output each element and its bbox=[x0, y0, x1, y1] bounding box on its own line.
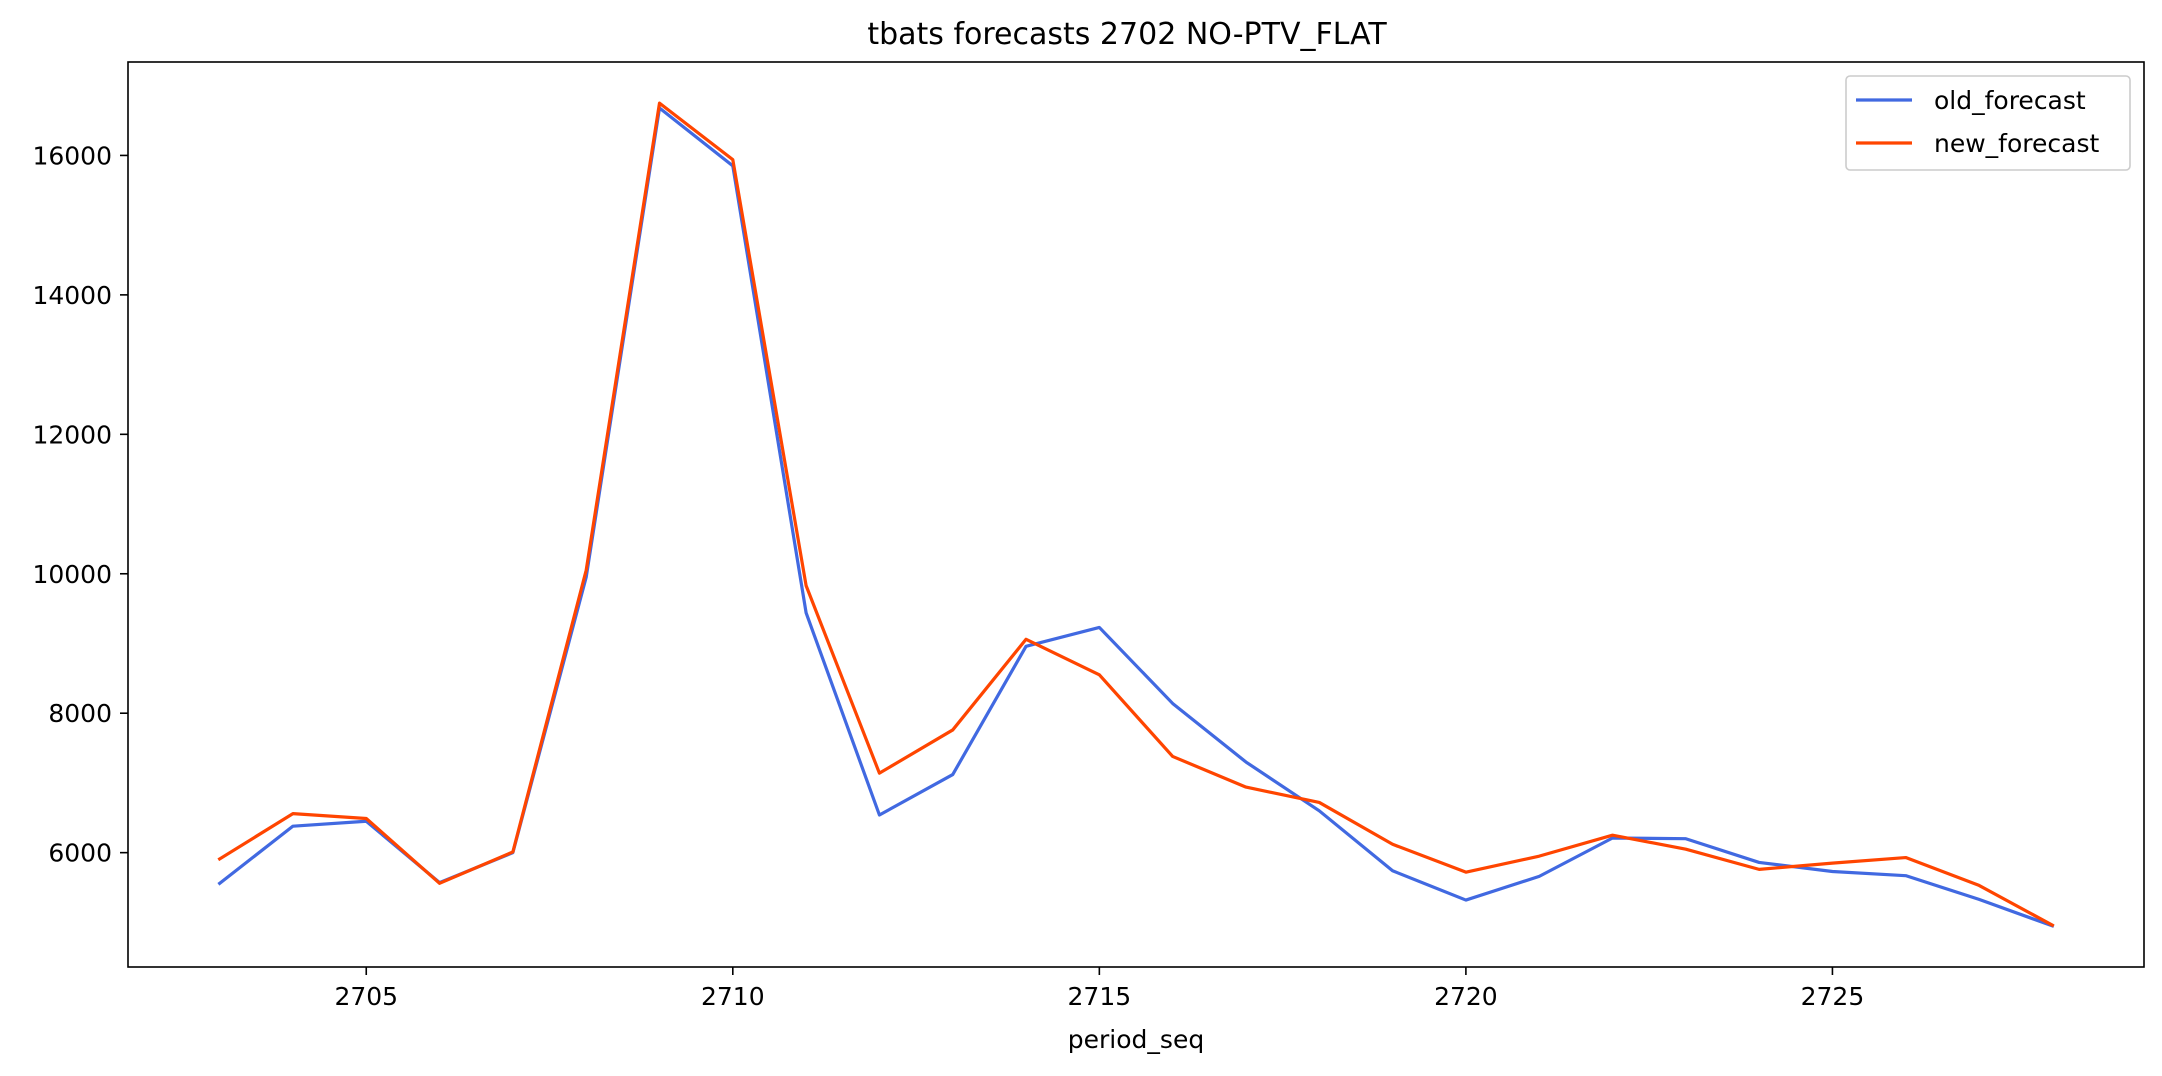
x-tick-label: 2725 bbox=[1801, 982, 1865, 1011]
x-tick-label: 2715 bbox=[1068, 982, 1132, 1011]
legend-box bbox=[1845, 75, 2131, 171]
x-tick-label: 2705 bbox=[334, 982, 398, 1011]
legend-label-old_forecast: old_forecast bbox=[1934, 86, 2086, 115]
axes-frame bbox=[127, 61, 2145, 968]
y-tick-label: 8000 bbox=[48, 699, 112, 728]
legend-label-new_forecast: new_forecast bbox=[1934, 129, 2099, 158]
series-line-new_forecast bbox=[217, 101, 2055, 928]
series-line-old_forecast bbox=[217, 106, 2055, 928]
legend: old_forecast new_forecast bbox=[1845, 75, 2131, 171]
x-tick-label: 2710 bbox=[701, 982, 765, 1011]
y-tick-label: 6000 bbox=[48, 839, 112, 868]
y-tick-label: 16000 bbox=[32, 141, 112, 170]
x-axis-label: period_seq bbox=[1068, 1025, 1204, 1054]
y-tick-label: 10000 bbox=[32, 560, 112, 589]
y-tick-label: 14000 bbox=[32, 281, 112, 310]
x-tick-label: 2720 bbox=[1434, 982, 1498, 1011]
y-tick-label: 12000 bbox=[32, 420, 112, 449]
y-axis: 6000 8000 10000 12000 14000 16000 bbox=[32, 141, 128, 868]
plot-area bbox=[217, 101, 2055, 928]
x-axis: 2705 2710 2715 2720 2725 bbox=[334, 967, 1864, 1011]
chart-title: tbats forecasts 2702 NO-PTV_FLAT bbox=[867, 17, 1387, 52]
